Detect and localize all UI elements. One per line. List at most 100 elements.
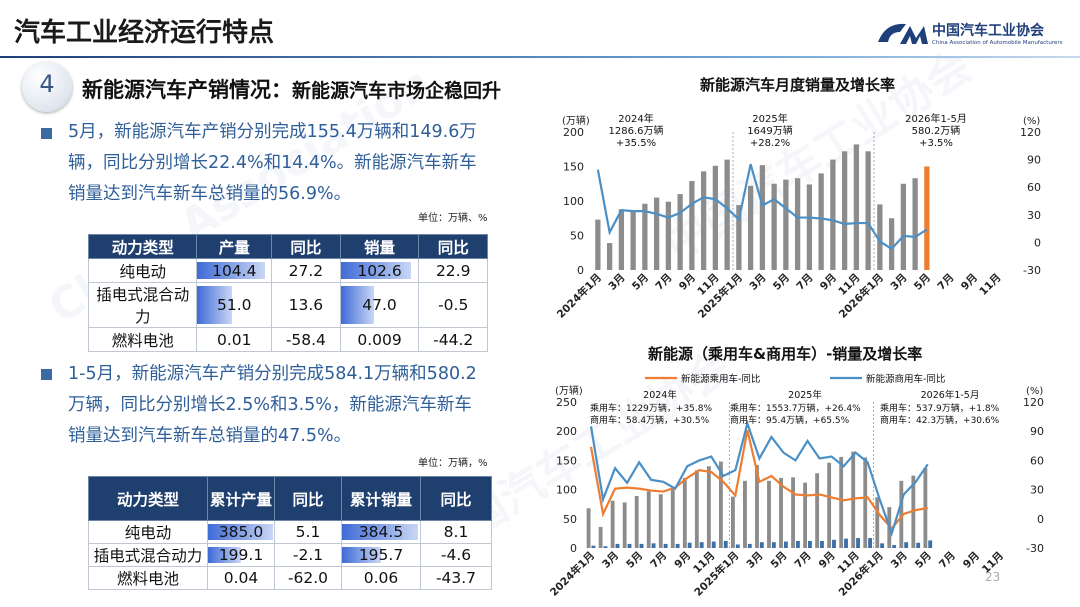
cell-value: 51.0 [217, 296, 252, 314]
cv-bar [892, 545, 897, 548]
bar [888, 218, 895, 270]
section-subtitle: 新能源汽车市场企稳回升 [292, 80, 502, 102]
annotation-growth: +28.2% [750, 138, 790, 149]
annotation-total: 1286.6万辆 [609, 124, 664, 137]
cell-value: 8.1 [443, 523, 469, 541]
bar [771, 183, 777, 270]
x-tick-label: 3月 [744, 550, 765, 571]
x-tick-label: 7月 [794, 272, 815, 293]
column-header: 累计产量 [207, 476, 275, 521]
bar [665, 201, 672, 270]
y2-tick-label: 120 [1020, 126, 1041, 139]
x-tick-label: 5月 [624, 550, 645, 571]
paragraph-line: 1-5月，新能源汽车产销分别完成584.1万辆和580.2 [68, 364, 477, 384]
cv-bar [844, 538, 848, 548]
logo-text-cn: 中国汽车工业协会 [932, 23, 1044, 39]
y-axis-label: (万辆) [555, 384, 583, 397]
bar [759, 165, 766, 270]
cv-bar [759, 542, 764, 548]
table-cell: 5.1 [274, 520, 342, 544]
table-row: 插电式混合动力 199.1 -2.1 195.7 -4.6 [88, 543, 492, 567]
pv-bar [730, 496, 735, 548]
bar [677, 194, 683, 270]
pv-bar [718, 461, 723, 548]
x-tick-label: 7月 [937, 550, 958, 571]
cv-bar [723, 540, 728, 548]
pv-bar [598, 526, 603, 548]
column-header: 同比 [271, 234, 341, 259]
paragraph-ytd: 1-5月，新能源汽车产销分别完成584.1万辆和580.2 万辆，同比分别增长2… [68, 359, 538, 452]
pv-bar [839, 456, 844, 548]
bar [618, 209, 625, 270]
section-title: 新能源汽车产销情况： [82, 78, 292, 102]
cell-value: 22.9 [435, 261, 471, 280]
bar [853, 144, 860, 270]
table-cell: 104.4 [196, 258, 273, 283]
bar [900, 183, 907, 270]
cell-value: 纯电动 [119, 262, 166, 281]
pv-bar [682, 477, 687, 548]
x-tick-label: 3月 [600, 550, 621, 571]
x-tick-label: 3月 [889, 550, 910, 571]
cv-bar [783, 541, 788, 548]
y-tick-label: 0 [570, 542, 577, 555]
paragraph-line: 5月，新能源汽车产销分别完成155.4万辆和149.6万 [68, 122, 477, 142]
cell-value: 195.7 [358, 546, 404, 564]
table-cell: 0.04 [207, 566, 275, 590]
y-tick-label: 150 [556, 454, 577, 467]
column-header: 同比 [274, 476, 342, 521]
data-bar [208, 524, 273, 540]
y-tick-label: 50 [570, 230, 584, 243]
cell-value: 104.4 [212, 261, 257, 280]
cv-bar [795, 540, 800, 548]
data-bar [197, 262, 266, 279]
cv-bar [663, 543, 668, 548]
paragraph-line: 销量达到汽车新车总销量的47.5%。 [68, 426, 352, 446]
cell-value: -43.7 [435, 569, 477, 587]
cell-value: 13.6 [288, 296, 324, 314]
paragraph-may: 5月，新能源汽车产销分别完成155.4万辆和149.6万 辆，同比分别增长22.… [68, 117, 538, 210]
cv-bar [687, 542, 692, 548]
bar [630, 211, 636, 270]
data-bar [197, 286, 233, 324]
cv-bar [603, 546, 608, 548]
annotation-cv: 商用车：42.3万辆，+30.6% [880, 414, 1000, 426]
bar [830, 159, 836, 270]
annotation-year: 2026年1-5月 [921, 389, 980, 401]
pv-bar [670, 487, 675, 548]
annotation-growth: +3.5% [919, 138, 953, 149]
y2-tick-label: 60 [1030, 454, 1044, 467]
paragraph-line: 销量达到汽车新车总销量的56.9%。 [68, 184, 352, 204]
y2-tick-label: -30 [1026, 542, 1044, 555]
column-header: 累计销量 [341, 476, 421, 521]
bullet-marker [41, 369, 52, 380]
pv-bar [610, 500, 615, 548]
data-bar [208, 547, 241, 563]
table-cell: -44.2 [418, 327, 488, 352]
pv-bar [803, 482, 808, 548]
annotation-year: 2025年 [752, 112, 787, 125]
y2-tick-label: 90 [1030, 425, 1044, 438]
data-bar [340, 286, 375, 324]
y2-axis-label: (%) [1023, 116, 1040, 127]
logo-text-en: China Association of Automobile Manufact… [932, 40, 1063, 46]
pv-bar [694, 470, 699, 548]
cv-bar [591, 545, 596, 548]
table-unit-label: 单位：万辆、% [418, 213, 488, 224]
cell-value: 燃料电池 [116, 570, 179, 588]
table-cell: -43.7 [420, 566, 492, 590]
page-number: 23 [985, 570, 1001, 584]
cell-value: -4.6 [440, 546, 472, 564]
table-cell: 燃料电池 [88, 566, 208, 590]
data-bar [340, 262, 411, 279]
y-tick-label: 100 [556, 484, 577, 497]
column-header: 动力类型 [87, 234, 198, 259]
column-header: 同比 [418, 234, 488, 259]
x-tick-label: 7月 [935, 272, 956, 293]
cell-value: 47.0 [362, 296, 397, 314]
section-number: 4 [39, 70, 55, 98]
pv-bar [646, 491, 651, 548]
cv-bar [808, 540, 812, 548]
y2-tick-label: 0 [1034, 236, 1041, 249]
